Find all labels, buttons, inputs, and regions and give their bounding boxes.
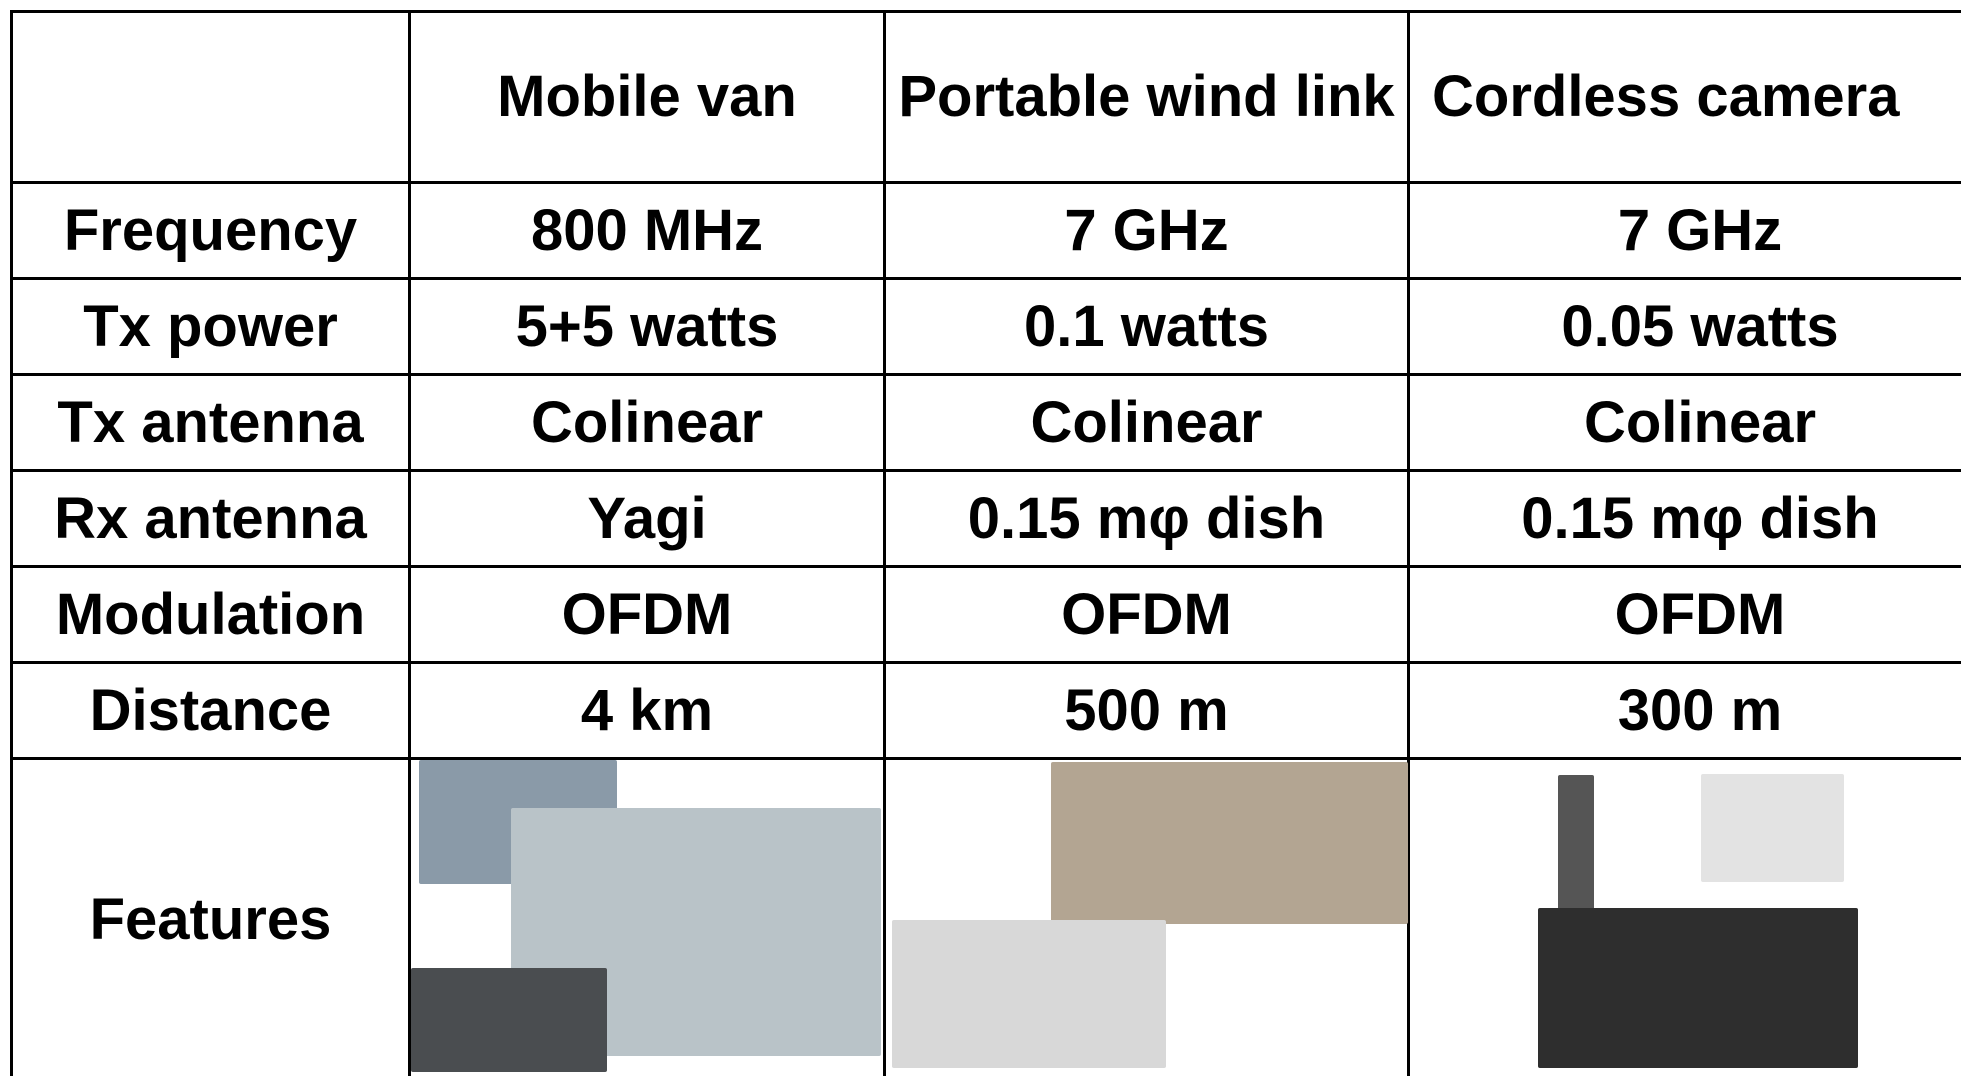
data-cell: 4 km <box>410 663 885 759</box>
row-label: Features <box>12 759 410 1076</box>
photo-cell <box>885 759 1409 1076</box>
data-cell: 5+5 watts <box>410 279 885 375</box>
row-label: Frequency <box>12 183 410 279</box>
data-cell: OFDM <box>1409 567 1961 663</box>
row-label: Distance <box>12 663 410 759</box>
photo <box>1051 762 1408 924</box>
row-label: Tx power <box>12 279 410 375</box>
data-cell: 0.15 mφ dish <box>1409 471 1961 567</box>
photo <box>411 968 607 1072</box>
data-cell: 300 m <box>1409 663 1961 759</box>
photo <box>1538 908 1858 1068</box>
photo <box>892 920 1166 1068</box>
data-cell: OFDM <box>410 567 885 663</box>
corner-cell <box>12 12 410 183</box>
spec-table: Mobile van Portable wind link Cordless c… <box>10 10 1961 1076</box>
header-cell: Mobile van <box>410 12 885 183</box>
data-cell: Colinear <box>1409 375 1961 471</box>
data-cell: Yagi <box>410 471 885 567</box>
data-cell: Colinear <box>885 375 1409 471</box>
photo <box>1701 774 1844 882</box>
photo-cell <box>410 759 885 1076</box>
table-container: Mobile van Portable wind link Cordless c… <box>10 10 1961 1076</box>
photo-cell <box>1409 759 1961 1076</box>
data-cell: OFDM <box>885 567 1409 663</box>
header-row: Mobile van Portable wind link Cordless c… <box>12 12 1961 183</box>
header-cell: Portable wind link <box>885 12 1409 183</box>
row-label: Modulation <box>12 567 410 663</box>
page: {"table": { "header": ["Mobile van", "Po… <box>0 0 1961 1076</box>
header-cell: Cordless camera <box>1409 12 1961 183</box>
data-cell: 500 m <box>885 663 1409 759</box>
row-label: Tx antenna <box>12 375 410 471</box>
features-row: Features <box>12 759 1961 1076</box>
row-label: Rx antenna <box>12 471 410 567</box>
data-cell: 800 MHz <box>410 183 885 279</box>
data-cell: 0.15 mφ dish <box>885 471 1409 567</box>
data-cell: 7 GHz <box>885 183 1409 279</box>
data-cell: 7 GHz <box>1409 183 1961 279</box>
data-cell: 0.05 watts <box>1409 279 1961 375</box>
data-cell: Colinear <box>410 375 885 471</box>
data-cell: 0.1 watts <box>885 279 1409 375</box>
